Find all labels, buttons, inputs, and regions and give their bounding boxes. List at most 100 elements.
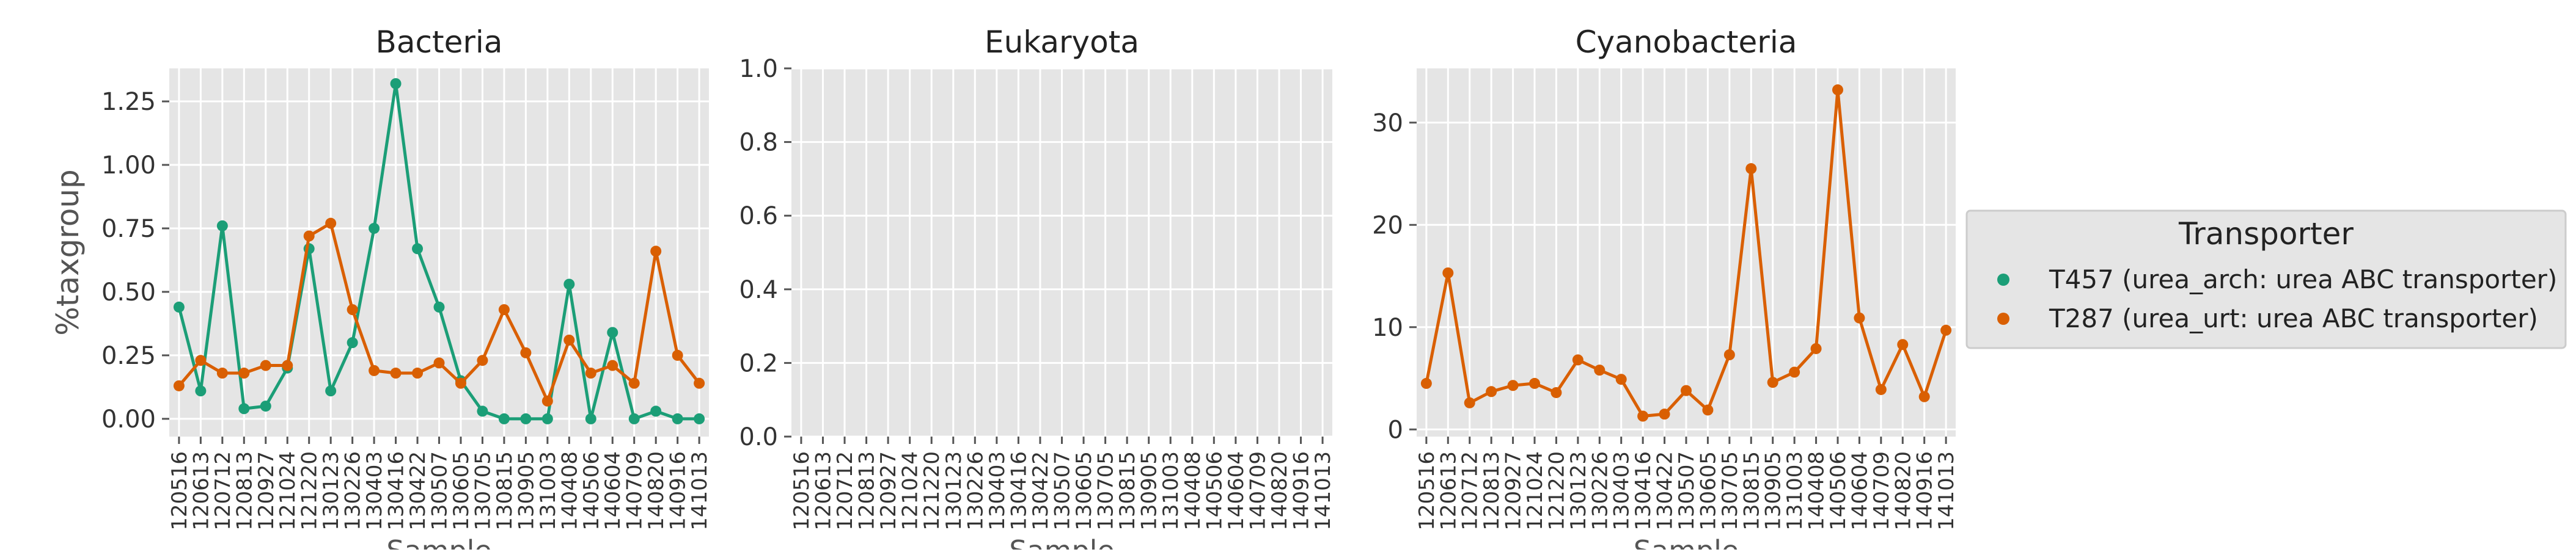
y-tick-label: 10 bbox=[1372, 314, 1403, 342]
x-tick-label: 120927 bbox=[876, 451, 901, 531]
legend-box bbox=[1965, 209, 2567, 349]
x-tick-label: 140604 bbox=[601, 451, 625, 531]
x-tick-label: 130605 bbox=[449, 451, 474, 531]
panel-title: Bacteria bbox=[376, 24, 503, 60]
x-tick-label: 130403 bbox=[985, 451, 1010, 531]
data-point bbox=[173, 380, 185, 391]
x-tick-label: 130705 bbox=[1094, 451, 1118, 531]
data-point bbox=[1897, 339, 1909, 350]
x-tick-label: 121024 bbox=[1523, 451, 1547, 531]
x-tick-label: 140506 bbox=[1826, 451, 1851, 531]
x-tick-label: 130605 bbox=[1696, 451, 1720, 531]
data-point bbox=[1767, 377, 1778, 388]
x-tick-label: 130403 bbox=[1610, 451, 1634, 531]
x-tick-label: 130422 bbox=[406, 451, 430, 531]
data-point bbox=[563, 278, 575, 290]
data-point bbox=[1702, 404, 1714, 416]
data-point bbox=[1832, 84, 1843, 96]
x-tick-label: 120813 bbox=[232, 451, 257, 531]
x-tick-label: 120712 bbox=[1458, 451, 1483, 531]
x-tick-label: 140916 bbox=[666, 451, 691, 531]
x-tick-label: 140916 bbox=[1290, 451, 1314, 531]
y-tick-label: 0.0 bbox=[739, 423, 778, 451]
x-tick-label: 130123 bbox=[942, 451, 966, 531]
x-tick-label: 140709 bbox=[1870, 451, 1894, 531]
data-point bbox=[260, 360, 271, 371]
x-tick-label: 130123 bbox=[319, 451, 343, 531]
panel-title: Cyanobacteria bbox=[1576, 24, 1797, 60]
data-point bbox=[1940, 324, 1952, 336]
y-tick-label: 0.6 bbox=[739, 202, 778, 230]
data-point bbox=[628, 413, 640, 424]
x-tick-label: 130815 bbox=[1115, 451, 1140, 531]
data-point bbox=[1594, 365, 1605, 376]
y-tick-label: 1.0 bbox=[739, 55, 778, 83]
data-point bbox=[672, 413, 683, 424]
data-point bbox=[650, 405, 662, 417]
series-T287 bbox=[1420, 84, 1952, 422]
y-tick-label: 20 bbox=[1372, 211, 1403, 239]
x-tick-label: 141013 bbox=[1934, 451, 1959, 531]
y-tick-label: 1.25 bbox=[101, 88, 156, 116]
x-tick-label: 140604 bbox=[1848, 451, 1872, 531]
data-point bbox=[390, 368, 402, 379]
data-point bbox=[1442, 267, 1454, 278]
x-tick-label: 140408 bbox=[1181, 451, 1205, 531]
data-point bbox=[672, 349, 683, 361]
data-point bbox=[216, 368, 228, 379]
x-tick-label: 121024 bbox=[898, 451, 923, 531]
data-point bbox=[477, 355, 488, 366]
x-tick-label: 140916 bbox=[1913, 451, 1937, 531]
x-tick-label: 130815 bbox=[493, 451, 517, 531]
x-tick-label: 140709 bbox=[623, 451, 647, 531]
x-tick-label: 120516 bbox=[167, 451, 192, 531]
x-tick-label: 120516 bbox=[1415, 451, 1439, 531]
data-point bbox=[1572, 354, 1583, 366]
y-tick-label: 0.75 bbox=[101, 215, 156, 243]
x-tick-label: 120613 bbox=[189, 451, 213, 531]
x-tick-label: 120712 bbox=[211, 451, 235, 531]
data-point bbox=[1529, 377, 1541, 389]
x-tick-label: 130705 bbox=[1718, 451, 1742, 531]
x-axis-label: Sample bbox=[1009, 534, 1114, 550]
x-tick-label: 120813 bbox=[855, 451, 879, 531]
legend-marker bbox=[1997, 313, 2009, 325]
data-point bbox=[1615, 374, 1627, 385]
legend-title: Transporter bbox=[2178, 216, 2354, 252]
data-point bbox=[585, 368, 596, 379]
x-tick-label: 130422 bbox=[1653, 451, 1678, 531]
x-tick-label: 140604 bbox=[1224, 451, 1249, 531]
x-tick-label: 130226 bbox=[963, 451, 988, 531]
x-tick-label: 130416 bbox=[1631, 451, 1656, 531]
x-tick-label: 130905 bbox=[1137, 451, 1162, 531]
data-point bbox=[694, 377, 705, 389]
data-point bbox=[1420, 377, 1432, 389]
data-point bbox=[520, 413, 532, 424]
y-tick-label: 0.2 bbox=[739, 349, 778, 377]
x-tick-label: 140820 bbox=[644, 451, 669, 531]
x-axis-label: Sample bbox=[386, 534, 491, 550]
series-T287 bbox=[173, 217, 705, 407]
y-axis-label: %taxgroup bbox=[50, 169, 86, 336]
y-tick-label: 0.4 bbox=[739, 276, 778, 304]
data-point bbox=[1659, 409, 1670, 420]
data-point bbox=[369, 222, 380, 234]
data-point bbox=[303, 230, 315, 242]
x-tick-label: 130905 bbox=[514, 451, 538, 531]
x-tick-label: 140506 bbox=[579, 451, 604, 531]
data-point bbox=[694, 413, 705, 424]
x-tick-label: 130815 bbox=[1739, 451, 1764, 531]
y-tick-label: 0 bbox=[1388, 416, 1403, 444]
data-point bbox=[325, 217, 337, 229]
x-tick-label: 130705 bbox=[471, 451, 495, 531]
data-point bbox=[1854, 312, 1865, 324]
data-point bbox=[585, 413, 596, 424]
data-point bbox=[412, 368, 424, 379]
data-point bbox=[455, 377, 466, 389]
data-point bbox=[628, 377, 640, 389]
data-point bbox=[1507, 380, 1519, 391]
x-tick-label: 131003 bbox=[1159, 451, 1183, 531]
x-tick-label: 130403 bbox=[362, 451, 387, 531]
y-tick-label: 30 bbox=[1372, 109, 1403, 137]
